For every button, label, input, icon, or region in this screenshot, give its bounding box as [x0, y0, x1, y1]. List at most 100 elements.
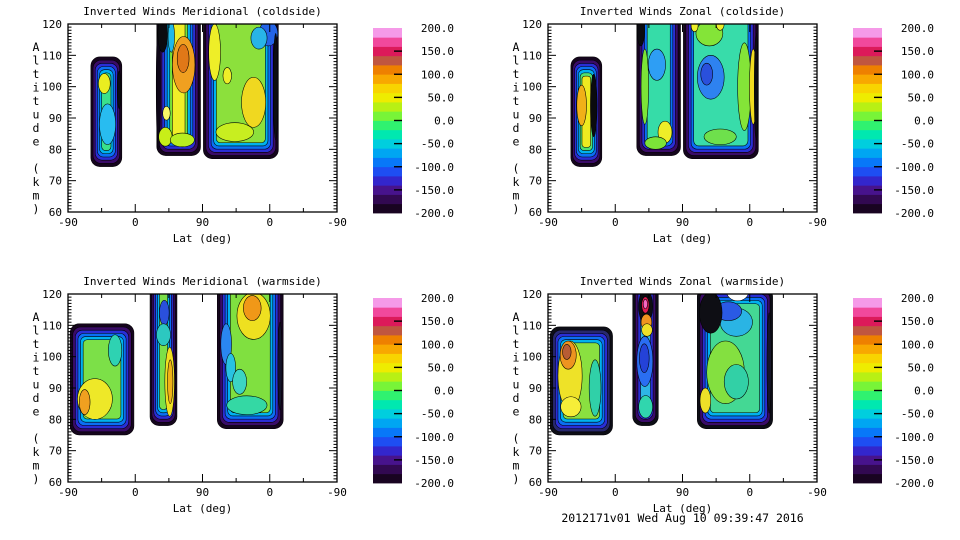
contour-spot — [638, 395, 653, 419]
tick-label: 90 — [529, 382, 542, 395]
contour-spot — [226, 395, 268, 415]
contour-spot — [116, 70, 122, 109]
plot-title: Inverted Winds Meridional (coldside) — [83, 5, 321, 18]
tick-label: 200.0 — [901, 22, 934, 35]
contour-spot — [158, 127, 173, 147]
colorbar-band — [853, 102, 882, 112]
plot-title: Inverted Winds Meridional (warmside) — [83, 275, 321, 288]
tick-label: -90 — [327, 216, 347, 229]
y-axis-label: Altitude (km) — [29, 40, 43, 216]
contour-spot — [162, 106, 171, 121]
contour-spot — [167, 359, 174, 404]
tick-label: 100.0 — [901, 338, 934, 351]
colorbar-bands — [373, 298, 402, 484]
colorbar-band — [853, 427, 882, 438]
colorbar-band — [853, 37, 882, 47]
colorbar-band — [373, 473, 402, 484]
tick-label: 150.0 — [901, 45, 934, 58]
colorbar-band — [853, 28, 882, 38]
colorbar-band — [373, 381, 402, 391]
contour-spot — [640, 48, 649, 125]
colorbar-band — [853, 139, 882, 149]
tick-label: 100.0 — [421, 338, 454, 351]
contour-spot — [754, 33, 759, 141]
tick-label: 0.0 — [914, 385, 934, 398]
panel-meridional-coldside: Inverted Winds Meridional (coldside) Lat… — [0, 0, 480, 270]
contour-spot — [699, 387, 712, 414]
contour-spot — [576, 84, 587, 127]
tick-label: 80 — [49, 413, 62, 426]
contour-regions — [549, 294, 773, 436]
contour-spot — [648, 48, 666, 81]
colorbar-band — [373, 28, 402, 38]
axis-ticks — [547, 293, 818, 483]
tick-label: -90 — [538, 216, 558, 229]
colorbar-band — [853, 203, 882, 214]
tick-label: 0 — [746, 216, 753, 229]
colorbar-band — [373, 390, 402, 401]
tick-label: 120 — [42, 288, 62, 301]
tick-label: 110 — [522, 49, 542, 62]
tick-label: 120 — [522, 18, 542, 31]
tick-label: 70 — [529, 175, 542, 188]
colorbar-band — [373, 409, 402, 419]
tick-label: 120 — [522, 288, 542, 301]
colorbar-ticks — [874, 50, 882, 191]
y-axis-label: Altitude (km) — [509, 310, 523, 486]
colorbar-band — [373, 455, 402, 465]
colorbar-band — [853, 166, 882, 177]
polar-gap-line — [200, 24, 204, 158]
colorbar-band — [853, 185, 882, 195]
tick-label: 90 — [196, 486, 209, 499]
tick-label: 0 — [746, 486, 753, 499]
tick-label: -90 — [538, 486, 558, 499]
colorbar-band — [373, 446, 402, 456]
tick-label: 50.0 — [428, 361, 455, 374]
colorbar-band — [853, 353, 882, 364]
tick-label: 200.0 — [421, 292, 454, 305]
colorbar-band — [853, 316, 882, 327]
contour-regions — [69, 294, 284, 436]
contour-spot — [737, 42, 752, 131]
tick-label: 100.0 — [901, 68, 934, 81]
tick-label: 200.0 — [421, 22, 454, 35]
tick-label: 0 — [266, 216, 273, 229]
colorbar-labels: 200.0 150.0 100.0 50.0 0.0 -50.0 -100.0 -150.0 -… — [414, 292, 454, 490]
colorbar-band — [853, 194, 882, 205]
tick-label: -200.0 — [894, 477, 934, 490]
contour-spot — [232, 368, 247, 395]
colorbar-ticks — [394, 320, 402, 461]
tick-label: 0 — [132, 486, 139, 499]
colorbar-band — [373, 335, 402, 345]
tick-label: 80 — [529, 143, 542, 156]
tick-label: 150.0 — [421, 315, 454, 328]
colorbar-band — [373, 55, 402, 66]
colorbar-band — [853, 325, 882, 336]
colorbar-band — [853, 83, 882, 94]
colorbar-band — [373, 157, 402, 168]
tick-label: 100 — [522, 81, 542, 94]
colorbar-band — [373, 464, 402, 475]
contour-spot — [272, 33, 279, 141]
contour-spot — [641, 323, 653, 337]
colorbar-band — [853, 74, 882, 84]
contour-plot-svg: Inverted Winds Meridional (coldside) Lat… — [42, 5, 454, 245]
colorbar-band — [853, 111, 882, 121]
tick-label: -100.0 — [894, 431, 934, 444]
contour-spot — [176, 44, 190, 73]
tick-label: 70 — [49, 445, 62, 458]
colorbar-band — [853, 157, 882, 168]
x-axis-label: Lat (deg) — [173, 232, 233, 245]
tick-label: 100.0 — [421, 68, 454, 81]
tick-label: 0.0 — [434, 115, 454, 128]
colorbar-band — [373, 148, 402, 158]
colorbar-band — [373, 120, 402, 131]
contour-plot-svg: Inverted Winds Meridional (warmside) Lat… — [42, 275, 454, 515]
colorbar-band — [373, 166, 402, 177]
tick-label: 120 — [42, 18, 62, 31]
contour-spot — [169, 132, 195, 148]
tick-label: -200.0 — [894, 207, 934, 220]
